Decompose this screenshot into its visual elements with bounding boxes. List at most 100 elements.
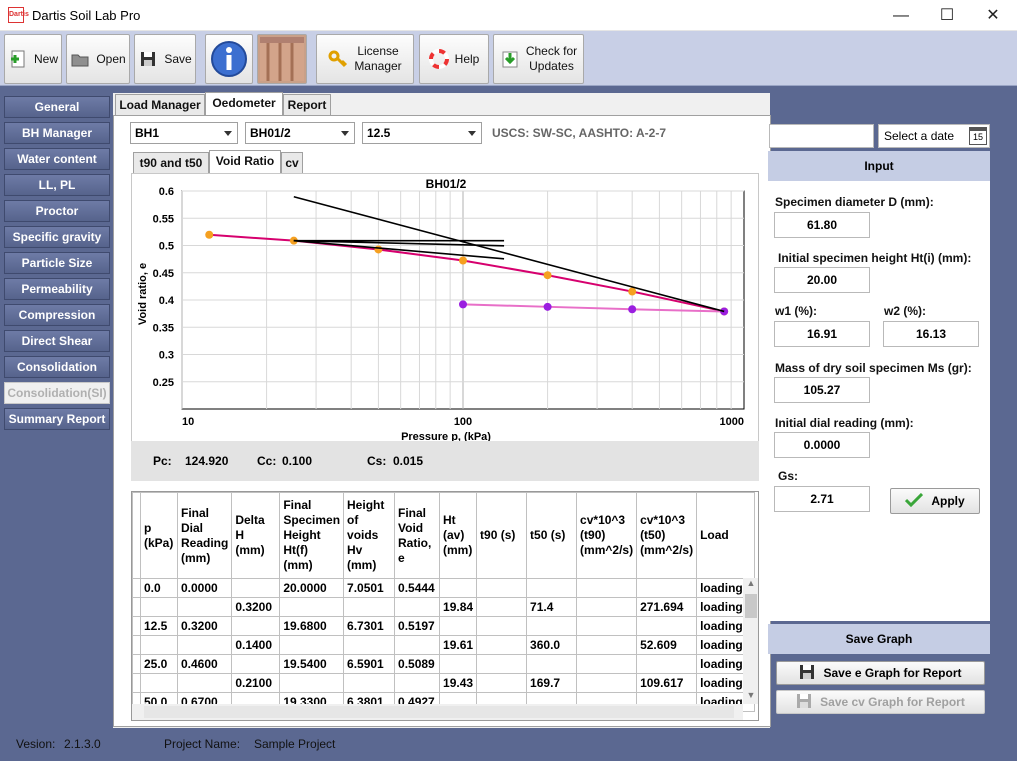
- table-row[interactable]: 0.1400 19.61 360.0 52.609 loading: [132, 635, 756, 655]
- tab-t90-t50[interactable]: t90 and t50: [133, 152, 209, 173]
- table-cell[interactable]: [476, 616, 528, 636]
- table-cell[interactable]: 0.0000: [176, 578, 233, 598]
- table-cell[interactable]: 0.4600: [176, 654, 233, 674]
- table-cell[interactable]: [231, 616, 281, 636]
- table-cell[interactable]: 12.5: [140, 616, 178, 636]
- row-selector[interactable]: [132, 654, 141, 674]
- tab-oedometer[interactable]: Oedometer: [205, 92, 283, 115]
- table-cell[interactable]: [279, 635, 345, 655]
- table-cell[interactable]: [176, 635, 233, 655]
- depth-select[interactable]: 12.5: [362, 122, 482, 144]
- table-cell[interactable]: 19.6800: [279, 616, 345, 636]
- table-cell[interactable]: [576, 616, 638, 636]
- table-cell[interactable]: 19.84: [439, 597, 478, 617]
- table-cell[interactable]: [476, 578, 528, 598]
- table-cell[interactable]: 52.609: [636, 635, 698, 655]
- row-selector[interactable]: [132, 616, 141, 636]
- column-header[interactable]: Height of voids Hv (mm): [343, 492, 396, 579]
- height-field[interactable]: 20.00: [774, 267, 870, 293]
- scroll-up-icon[interactable]: ▲: [746, 578, 756, 588]
- close-button[interactable]: ✕: [986, 7, 1000, 24]
- column-header[interactable]: Final Void Ratio, e: [394, 492, 441, 579]
- info-button[interactable]: [205, 34, 253, 84]
- table-cell[interactable]: [176, 597, 233, 617]
- table-cell[interactable]: 360.0: [526, 635, 578, 655]
- save-button[interactable]: Save: [134, 34, 196, 84]
- table-cell[interactable]: [394, 635, 441, 655]
- table-cell[interactable]: 19.61: [439, 635, 478, 655]
- borehole-select[interactable]: BH1: [130, 122, 238, 144]
- scroll-thumb[interactable]: [745, 594, 757, 618]
- column-header[interactable]: cv*10^3 (t90) (mm^2/s): [576, 492, 638, 579]
- table-cell[interactable]: [343, 597, 396, 617]
- table-cell[interactable]: [279, 673, 345, 693]
- table-cell[interactable]: [140, 597, 178, 617]
- row-selector[interactable]: [132, 673, 141, 693]
- sidebar-item-consolidation-si[interactable]: Consolidation(SI): [4, 382, 110, 404]
- table-cell[interactable]: loading: [696, 654, 756, 674]
- table-cell[interactable]: 71.4: [526, 597, 578, 617]
- table-cell[interactable]: 20.0000: [279, 578, 345, 598]
- table-cell[interactable]: 25.0: [140, 654, 178, 674]
- table-cell[interactable]: [476, 635, 528, 655]
- table-cell[interactable]: 0.2100: [231, 673, 281, 693]
- column-header[interactable]: t90 (s): [476, 492, 528, 579]
- table-cell[interactable]: [526, 578, 578, 598]
- table-row[interactable]: 12.5 0.3200 19.6800 6.7301 0.5197 loading: [132, 616, 756, 636]
- data-grid[interactable]: p (kPa) Final Dial Reading (mm) Delta H (m…: [131, 491, 759, 721]
- sidebar-item-permeability[interactable]: Permeability: [4, 278, 110, 300]
- column-header[interactable]: Final Specimen Height Ht(f) (mm): [279, 492, 345, 579]
- table-cell[interactable]: loading: [696, 616, 756, 636]
- table-cell[interactable]: [636, 578, 698, 598]
- license-manager-button[interactable]: License Manager: [316, 34, 414, 84]
- table-cell[interactable]: 169.7: [526, 673, 578, 693]
- table-cell[interactable]: [439, 654, 478, 674]
- sidebar-item-specific-gravity[interactable]: Specific gravity: [4, 226, 110, 248]
- tab-cv[interactable]: cv: [281, 152, 303, 173]
- table-cell[interactable]: 0.3200: [176, 616, 233, 636]
- table-cell[interactable]: [526, 654, 578, 674]
- column-header[interactable]: Ht (av) (mm): [439, 492, 478, 579]
- new-button[interactable]: New: [4, 34, 62, 84]
- soil-profile-button[interactable]: [257, 34, 307, 84]
- w1-field[interactable]: 16.91: [774, 321, 870, 347]
- tab-void-ratio[interactable]: Void Ratio: [209, 150, 281, 173]
- dial-field[interactable]: 0.0000: [774, 432, 870, 458]
- gs-field[interactable]: 2.71: [774, 486, 870, 512]
- row-selector[interactable]: [132, 635, 141, 655]
- table-cell[interactable]: 0.0: [140, 578, 178, 598]
- table-cell[interactable]: 0.5197: [394, 616, 441, 636]
- table-cell[interactable]: 6.7301: [343, 616, 396, 636]
- horizontal-scrollbar[interactable]: [132, 704, 743, 720]
- row-selector[interactable]: [132, 578, 141, 598]
- table-cell[interactable]: [343, 673, 396, 693]
- table-cell[interactable]: 6.5901: [343, 654, 396, 674]
- table-cell[interactable]: 19.43: [439, 673, 478, 693]
- table-cell[interactable]: 0.5089: [394, 654, 441, 674]
- sidebar-item-compression[interactable]: Compression: [4, 304, 110, 326]
- table-cell[interactable]: loading: [696, 673, 756, 693]
- minimize-button[interactable]: —: [893, 7, 909, 24]
- maximize-button[interactable]: ☐: [939, 7, 955, 24]
- table-cell[interactable]: [636, 616, 698, 636]
- sidebar-item-ll-pl[interactable]: LL, PL: [4, 174, 110, 196]
- table-cell[interactable]: [636, 654, 698, 674]
- date-picker[interactable]: Select a date 15: [878, 124, 990, 148]
- sidebar-item-summary-report[interactable]: Summary Report: [4, 408, 110, 430]
- table-cell[interactable]: 109.617: [636, 673, 698, 693]
- sidebar-item-direct-shear[interactable]: Direct Shear: [4, 330, 110, 352]
- table-cell[interactable]: [476, 654, 528, 674]
- sample-select[interactable]: BH01/2: [245, 122, 355, 144]
- table-cell[interactable]: 0.1400: [231, 635, 281, 655]
- date-input[interactable]: [769, 124, 874, 148]
- table-cell[interactable]: 19.5400: [279, 654, 345, 674]
- table-cell[interactable]: [576, 578, 638, 598]
- table-cell[interactable]: [576, 654, 638, 674]
- column-header[interactable]: Delta H (mm): [231, 492, 281, 579]
- scroll-down-icon[interactable]: ▼: [746, 690, 756, 700]
- w2-field[interactable]: 16.13: [883, 321, 979, 347]
- table-cell[interactable]: [476, 597, 528, 617]
- sidebar-item-particle-size[interactable]: Particle Size: [4, 252, 110, 274]
- hscroll-thumb[interactable]: [144, 706, 734, 718]
- column-header[interactable]: p (kPa): [140, 492, 178, 579]
